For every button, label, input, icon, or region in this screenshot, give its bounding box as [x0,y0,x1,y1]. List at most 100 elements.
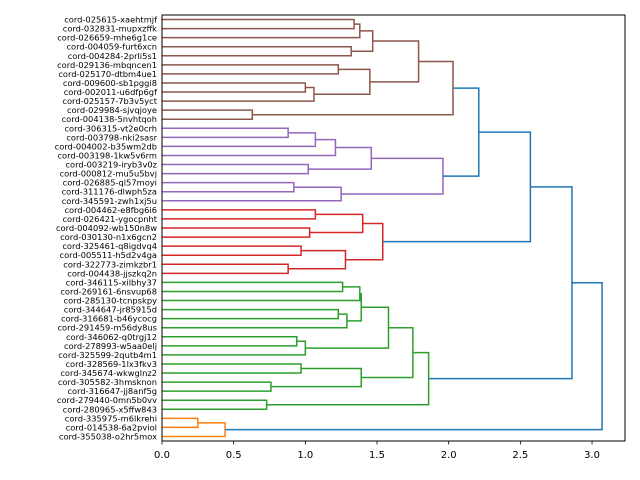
dendrogram-link-18 [341,157,444,195]
leaf-labels: cord-025615-xaehtmjfcord-032831-mupxzffk… [55,15,158,442]
dendrogram-link-42 [428,186,573,380]
leaf-label: cord-325461-q8igdvq4 [62,241,157,251]
leaf-label: cord-003219-iryb3v0z [65,160,157,170]
leaf-label: cord-000812-mu5u5bvj [60,169,157,179]
dendrogram-link-5 [162,82,307,93]
dendrogram-link-1 [162,23,361,39]
leaf-label: cord-004092-wb150n8w [56,223,157,233]
leaf-label: cord-355038-o2hr5mox [59,431,157,441]
leaf-label: cord-335975-m6lkrehi [65,413,157,423]
dendrogram-link-39 [361,326,414,379]
x-tick-label: 1.0 [297,450,313,461]
dendrogram-links [162,18,603,438]
dendrogram-link-31 [162,313,348,329]
leaf-label: cord-029136-mbqncen1 [57,60,157,70]
leaf-label: cord-346115-xilbhy37 [66,277,157,287]
axes-frame [161,14,626,442]
leaf-label: cord-311176-dlwph5za [62,187,157,197]
leaf-label: cord-346062-q0trgj12 [66,332,157,342]
dendrogram-link-9 [162,109,254,120]
dendrogram-link-23 [162,245,302,256]
leaf-label: cord-025615-xaehtmjf [64,15,158,25]
x-tick-label: 1.5 [369,450,385,461]
leaf-label: cord-032831-mupxzffk [63,24,157,34]
dendrogram-link-26 [345,222,384,261]
dendrogram-link-37 [162,381,272,392]
leaf-label: cord-002011-u6dfp6gf [64,87,158,97]
dendrogram-link-30 [162,308,340,320]
dendrogram-link-15 [308,146,373,170]
x-tick-label: 0.5 [226,450,242,461]
leaf-label: cord-004002-b35wm2db [55,141,157,151]
leaf-label: cord-325599-2qutb4m1 [58,350,157,360]
leaf-label: cord-316681-b46ycocg [61,314,157,324]
leaf-label: cord-025170-dtbm4ue1 [58,69,157,79]
dendrogram-link-6 [162,86,315,102]
leaf-label: cord-030130-n1x6gcn2 [60,232,157,242]
leaf-label: cord-029984-sjvqjoye [67,105,157,115]
leaf-label: cord-004284-2prli5s1 [68,51,157,61]
x-tick-label: 2.0 [441,450,457,461]
leaf-label: cord-322773-zimkzbr1 [63,259,157,269]
dendrogram-link-43 [162,417,199,429]
x-tick-label: 3.0 [584,450,600,461]
dendrogram-link-33 [162,336,298,347]
leaf-label: cord-305582-3hmsknon [58,377,157,387]
leaf-label: cord-316647-jj8anf5g [67,386,157,396]
dendrogram-link-4 [162,64,340,75]
dendrogram-link-45 [225,282,603,431]
dendrogram-link-7 [313,68,371,96]
dendrogram-link-25 [288,249,347,270]
leaf-label: cord-269161-6nsvup68 [60,286,157,296]
dendrogram-link-40 [162,399,268,411]
dendrogram-link-27 [382,131,532,243]
leaf-label: cord-278993-w5aa0elj [64,341,157,351]
leaf-label: cord-004462-e8fbg6i6 [64,205,157,215]
leaf-label: cord-291459-m56dy8us [57,323,157,333]
leaf-label: cord-003198-1kw5v6rm [57,150,157,160]
dendrogram-link-29 [162,286,361,302]
leaf-label: cord-344647-jr85915d [64,305,157,315]
leaf-label: cord-005511-h5d2v4ga [60,250,157,260]
leaf-label: cord-345591-zwh1xj5u [62,196,157,206]
leaf-label: cord-009600-sb1pggi8 [63,78,157,88]
leaf-label: cord-285130-tcnpskpy [64,296,158,306]
leaf-label: cord-328569-1lx3fkv3 [65,359,157,369]
dendrogram-link-34 [162,340,307,356]
dendrogram-link-16 [162,181,295,193]
leaf-label: cord-004138-5nvhtqoh [62,114,157,124]
dendrogram-link-21 [162,227,311,238]
x-tick-label: 2.5 [512,450,528,461]
dendrogram-link-19 [442,87,480,177]
dendrogram-link-11 [162,127,289,139]
dendrogram-link-41 [266,351,430,406]
dendrogram-link-17 [162,186,342,202]
leaf-label: cord-279440-0mn5b0vv [57,395,157,405]
dendrogram-link-12 [162,132,317,148]
leaf-label: cord-280965-x5ffw843 [63,404,157,414]
leaf-label: cord-026421-ygocpnht [62,214,157,224]
leaf-label: cord-345674-wkwglnz2 [60,368,157,378]
dendrogram-link-20 [162,209,317,220]
dendrogram-link-0 [162,18,355,30]
dendrogram-link-28 [162,281,344,293]
dendrogram-link-38 [270,367,362,388]
dendrogram-link-13 [162,138,337,157]
dendrogram-link-14 [162,163,309,175]
leaf-label: cord-004438-jjszkq2n [67,268,157,278]
dendrogram-link-8 [369,40,420,83]
dendrogram-link-36 [162,363,302,374]
leaf-label: cord-014538-6a2pviol [66,422,157,432]
dendrogram-link-2 [162,45,352,57]
dendrogram-link-44 [162,422,226,438]
leaf-label: cord-003798-nki2sasr [66,132,157,142]
dendrogram-link-24 [162,263,289,275]
dendrogram-link-22 [309,213,364,234]
dendrogram-link-3 [351,30,374,53]
leaf-label: cord-025157-7b3v5yct [62,96,157,106]
leaf-label: cord-306315-vt2e0crh [64,123,157,133]
x-tick-label: 0.0 [154,450,170,461]
x-axis-ticks: 0.0 0.5 1.0 1.5 2.0 2.5 3.0 [154,441,600,461]
leaf-label: cord-026885-ql57moyi [63,178,157,188]
